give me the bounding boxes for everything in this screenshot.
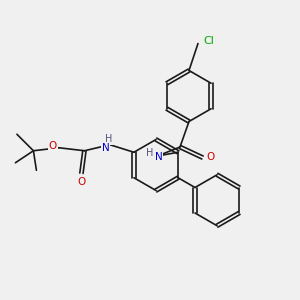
Text: N: N [155, 152, 163, 163]
Text: O: O [207, 152, 215, 163]
Text: N: N [101, 143, 109, 153]
Text: O: O [77, 177, 86, 187]
Text: Cl: Cl [203, 35, 214, 46]
Text: H: H [105, 134, 112, 144]
Text: O: O [49, 141, 57, 151]
Text: H: H [146, 148, 154, 158]
